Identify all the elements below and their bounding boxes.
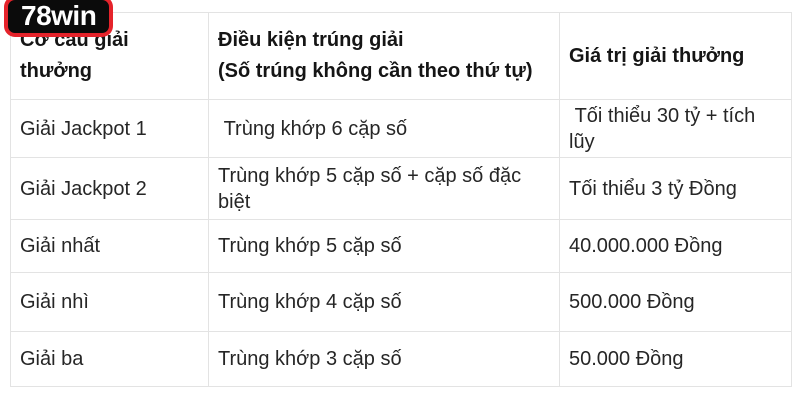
cell-prize-name: Giải Jackpot 1 xyxy=(10,99,209,158)
cell-prize-name: Giải Jackpot 2 xyxy=(10,157,209,220)
cell-value: Tối thiểu 30 tỷ + tích lũy xyxy=(559,99,792,158)
table-row-jackpot-1: Giải Jackpot 1 Trùng khớp 6 cặp số Tối t… xyxy=(10,99,792,158)
brand-logo: 78win xyxy=(4,0,114,37)
table-row-second-prize: Giải nhì Trùng khớp 4 cặp số 500.000 Đồn… xyxy=(10,272,792,332)
cell-condition: Trùng khớp 5 cặp số + cặp số đặc biệt xyxy=(208,157,560,220)
table-row-first-prize: Giải nhất Trùng khớp 5 cặp số 40.000.000… xyxy=(10,219,792,273)
table-row-jackpot-2: Giải Jackpot 2 Trùng khớp 5 cặp số + cặp… xyxy=(10,157,792,220)
cell-condition: Trùng khớp 6 cặp số xyxy=(208,99,560,158)
header-prize-value: Giá trị giải thưởng xyxy=(559,12,792,100)
cell-prize-name: Giải ba xyxy=(10,331,209,387)
cell-prize-name: Giải nhì xyxy=(10,272,209,332)
cell-value: 40.000.000 Đồng xyxy=(559,219,792,273)
header-winning-condition: Điều kiện trúng giải (Số trúng không cần… xyxy=(208,12,560,100)
brand-logo-text: 78win xyxy=(21,0,97,31)
cell-condition: Trùng khớp 3 cặp số xyxy=(208,331,560,387)
cell-prize-name: Giải nhất xyxy=(10,219,209,273)
table-row-third-prize: Giải ba Trùng khớp 3 cặp số 50.000 Đồng xyxy=(10,331,792,387)
cell-value: 500.000 Đồng xyxy=(559,272,792,332)
prize-structure-table: Cơ cấu giải thưởng Điều kiện trúng giải … xyxy=(10,12,792,387)
table-header-row: Cơ cấu giải thưởng Điều kiện trúng giải … xyxy=(10,12,792,100)
cell-value: Tối thiểu 3 tỷ Đồng xyxy=(559,157,792,220)
cell-value: 50.000 Đồng xyxy=(559,331,792,387)
cell-condition: Trùng khớp 5 cặp số xyxy=(208,219,560,273)
cell-condition: Trùng khớp 4 cặp số xyxy=(208,272,560,332)
